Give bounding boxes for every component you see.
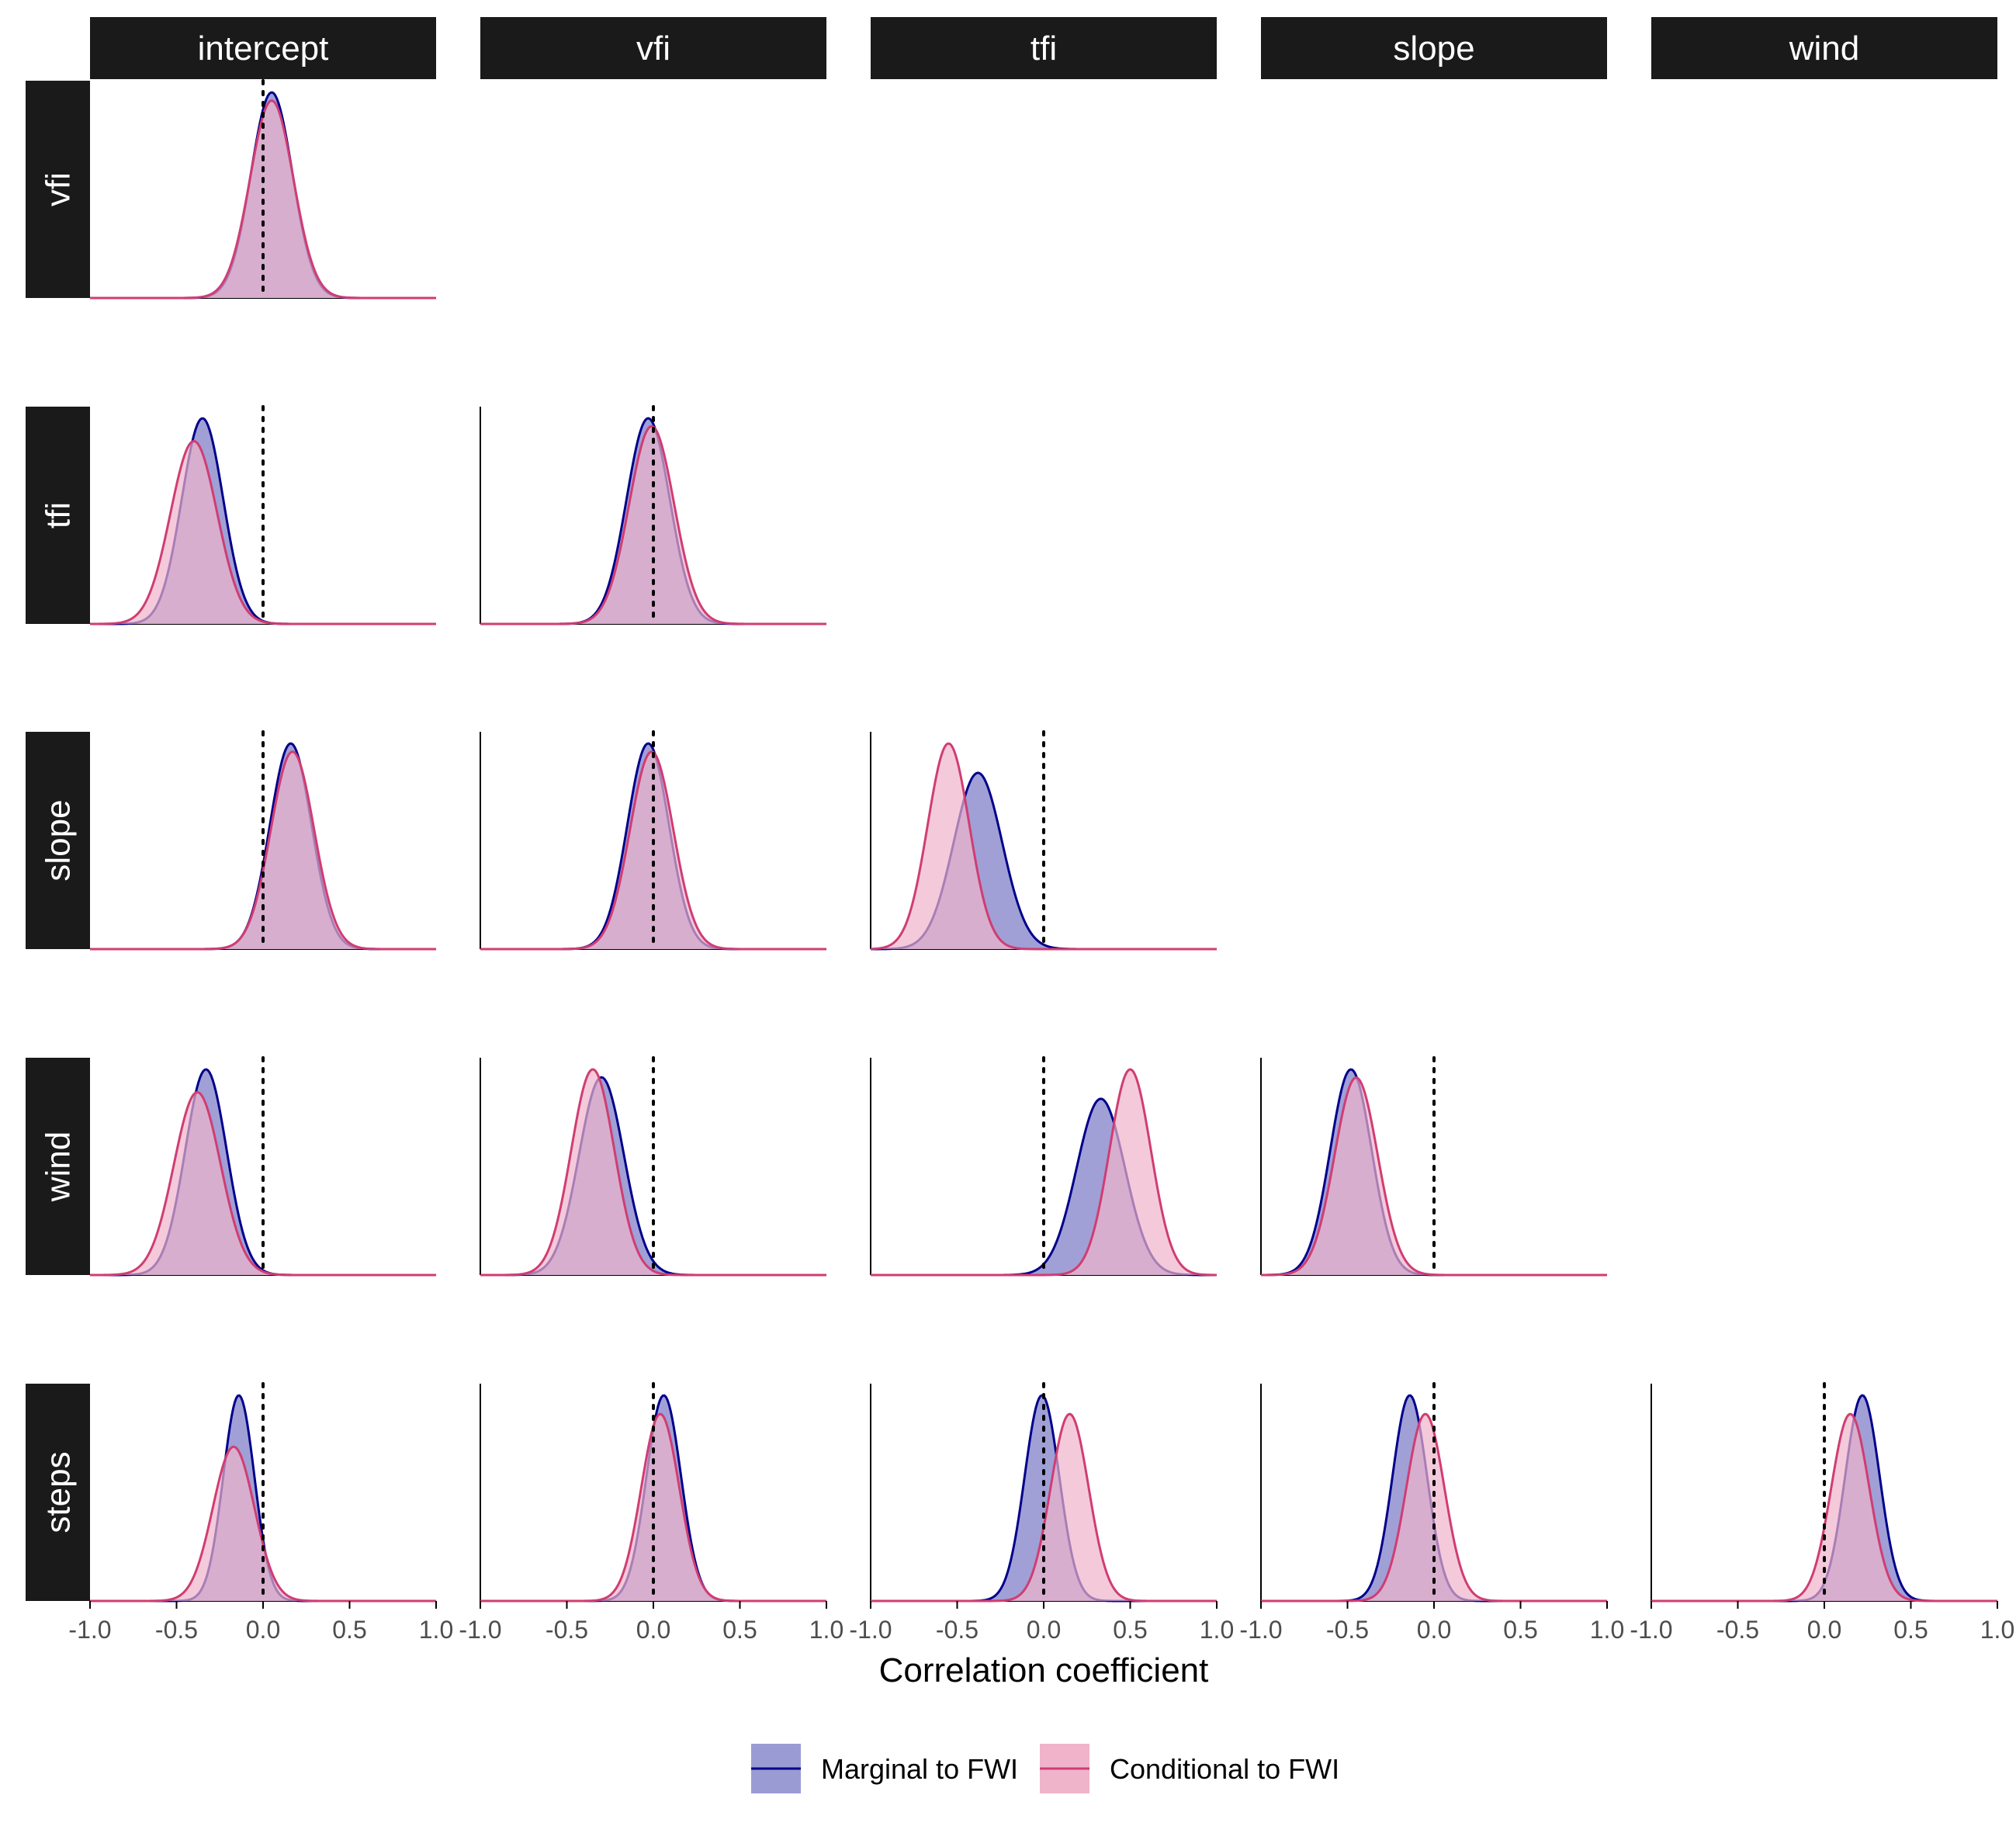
x-tick-label: -0.5	[1326, 1616, 1369, 1644]
panel-wind-tfi	[870, 1056, 1218, 1277]
panel-wind-intercept	[90, 1056, 436, 1277]
x-tick-label: -0.5	[155, 1616, 198, 1644]
legend-item-marginal-to-fwi: Marginal to FWI	[751, 1744, 1018, 1793]
row-strip-label-tfi: tfi	[40, 502, 78, 528]
panel-wind-slope	[1260, 1056, 1607, 1277]
panel-steps-slope	[1260, 1382, 1607, 1603]
x-tick-label: 0.5	[1503, 1616, 1537, 1644]
density-panels	[89, 79, 1997, 1603]
conditional-density-line	[1261, 1412, 1607, 1603]
row-strip-label-wind: wind	[40, 1131, 78, 1203]
x-tick-label: 0.5	[1893, 1616, 1928, 1644]
row-strip-label-vfi: vfi	[40, 172, 78, 206]
row-strip-slope	[26, 732, 90, 949]
strip-label-wind: wind	[1789, 29, 1860, 68]
panel-tfi-intercept	[89, 405, 436, 625]
x-tick-label: -1.0	[459, 1616, 501, 1644]
legend-label: Conditional to FWI	[1110, 1753, 1339, 1785]
strip-intercept	[90, 17, 436, 79]
conditional-density-line	[480, 1068, 826, 1277]
panel-steps-vfi	[480, 1382, 826, 1603]
conditional-density-line	[870, 742, 1217, 951]
row-strip-label-steps: steps	[40, 1451, 78, 1533]
conditional-density-fill	[871, 1069, 1217, 1275]
x-tick-label: 1.0	[809, 1616, 843, 1644]
x-tick-label: 0.5	[332, 1616, 366, 1644]
strip-wind	[1651, 17, 1997, 79]
conditional-density-line	[871, 1068, 1218, 1277]
strip-slope	[1261, 17, 1607, 79]
x-tick-label: 0.0	[1417, 1616, 1451, 1644]
conditional-density-line	[90, 750, 436, 951]
panel-steps-intercept	[90, 1382, 436, 1603]
x-tick-label: -0.5	[936, 1616, 979, 1644]
x-tick-label: 0.0	[246, 1616, 280, 1644]
panel-steps-tfi	[870, 1382, 1217, 1603]
conditional-density-line	[90, 1090, 436, 1277]
strip-vfi	[480, 17, 826, 79]
panel-slope-vfi	[480, 730, 826, 951]
conditional-density-line	[480, 424, 826, 625]
x-tick-label: -1.0	[68, 1616, 111, 1644]
x-tick-label: -0.5	[546, 1616, 588, 1644]
panel-steps-wind	[1651, 1382, 1997, 1603]
marginal-density-fill	[871, 1395, 1217, 1601]
row-strips: vfi tfi slope wind steps	[26, 81, 90, 1601]
x-tick-label: 0.0	[1027, 1616, 1061, 1644]
row-strip-tfi	[26, 407, 90, 624]
strip-label-slope: slope	[1393, 29, 1474, 68]
panel-slope-intercept	[90, 730, 436, 951]
x-tick-label: -0.5	[1716, 1616, 1759, 1644]
conditional-density-line	[89, 439, 436, 625]
conditional-density-fill	[871, 1414, 1217, 1601]
x-tick-label: 1.0	[1200, 1616, 1234, 1644]
conditional-density-fill	[1261, 1077, 1607, 1275]
row-strip-steps	[26, 1384, 90, 1601]
conditional-density-fill	[90, 1092, 436, 1275]
conditional-density-line	[90, 1445, 436, 1603]
x-tick-label: 1.0	[1590, 1616, 1624, 1644]
x-tick-label: 0.5	[722, 1616, 757, 1644]
panel-slope-tfi	[870, 730, 1217, 951]
conditional-density-fill	[871, 743, 1217, 949]
column-strips: intercept vfi tfi slope wind	[90, 17, 1997, 79]
row-strip-vfi	[26, 81, 90, 298]
strip-label-vfi: vfi	[636, 29, 670, 68]
x-tick-label: -1.0	[849, 1616, 892, 1644]
x-tick-label: -1.0	[1630, 1616, 1672, 1644]
strip-label-intercept: intercept	[198, 29, 329, 68]
x-tick-label: 0.0	[636, 1616, 670, 1644]
x-tick-label: 0.5	[1113, 1616, 1147, 1644]
x-tick-label: 0.0	[1807, 1616, 1841, 1644]
x-tick-label: -1.0	[1239, 1616, 1282, 1644]
panel-wind-vfi	[480, 1056, 826, 1277]
conditional-density-fill	[90, 441, 436, 624]
strip-label-tfi: tfi	[1031, 29, 1057, 68]
x-axes: -1.0 -0.5 0.0 0.5 1.0 -1.0 -0.5 0.0 0.5 1.0 -1.0 -0…	[68, 1601, 2014, 1644]
row-strip-label-slope: slope	[40, 799, 78, 881]
panel-vfi-intercept	[90, 79, 436, 300]
conditional-density-line	[1261, 1076, 1607, 1277]
legend-label: Marginal to FWI	[821, 1753, 1018, 1785]
strip-tfi	[871, 17, 1217, 79]
x-tick-label: 1.0	[1980, 1616, 2014, 1644]
panel-tfi-vfi	[480, 405, 826, 625]
conditional-density-fill	[1651, 1414, 1997, 1601]
x-tick-label: 1.0	[419, 1616, 453, 1644]
x-axis-title: Correlation coefficient	[879, 1651, 1209, 1689]
conditional-density-fill	[480, 1069, 826, 1275]
row-strip-wind	[26, 1058, 90, 1275]
legend-item-conditional-to-fwi: Conditional to FWI	[1040, 1744, 1339, 1793]
legend: Marginal to FWI Conditional to FWI	[751, 1744, 1339, 1793]
